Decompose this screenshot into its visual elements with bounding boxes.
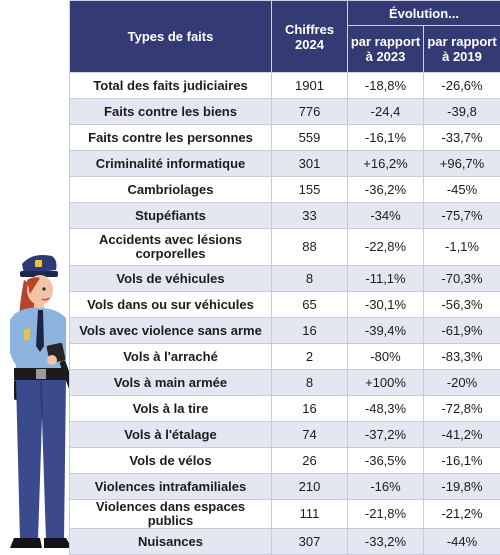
row-chiffres: 88 (272, 229, 348, 266)
row-chiffres: 210 (272, 474, 348, 500)
row-vs-2023: -37,2% (348, 422, 424, 448)
row-vs-2019: -33,7% (424, 125, 500, 151)
row-label: Vols à l'arraché (70, 344, 272, 370)
row-vs-2023: +100% (348, 370, 424, 396)
row-vs-2023: -21,8% (348, 500, 424, 529)
row-vs-2019: -56,3% (424, 292, 500, 318)
row-chiffres: 155 (272, 177, 348, 203)
row-vs-2019: -75,7% (424, 203, 500, 229)
row-vs-2019: -16,1% (424, 448, 500, 474)
row-vs-2023: -11,1% (348, 266, 424, 292)
row-vs-2023: -39,4% (348, 318, 424, 344)
row-vs-2023: -36,5% (348, 448, 424, 474)
row-label: Vols à main armée (70, 370, 272, 396)
row-vs-2019: -21,2% (424, 500, 500, 529)
row-chiffres: 776 (272, 99, 348, 125)
row-label: Criminalité informatique (70, 151, 272, 177)
row-label: Total des faits judiciaires (70, 73, 272, 99)
row-chiffres: 559 (272, 125, 348, 151)
row-chiffres: 301 (272, 151, 348, 177)
row-vs-2019: -1,1% (424, 229, 500, 266)
row-chiffres: 16 (272, 318, 348, 344)
row-label: Stupéfiants (70, 203, 272, 229)
row-label: Vols dans ou sur véhicules (70, 292, 272, 318)
header-vs-2023: par rapport à 2023 (348, 26, 424, 73)
row-vs-2019: -70,3% (424, 266, 500, 292)
row-vs-2023: -24,4 (348, 99, 424, 125)
row-chiffres: 1901 (272, 73, 348, 99)
row-label: Vols de vélos (70, 448, 272, 474)
row-vs-2023: -16,1% (348, 125, 424, 151)
crime-statistics-table: Types de faits Chiffres 2024 Évolution..… (69, 0, 500, 555)
header-vs-2019: par rapport à 2019 (424, 26, 500, 73)
row-chiffres: 8 (272, 370, 348, 396)
row-chiffres: 111 (272, 500, 348, 529)
row-chiffres: 65 (272, 292, 348, 318)
row-label: Vols à l'étalage (70, 422, 272, 448)
header-evolution: Évolution... (348, 1, 500, 26)
row-vs-2023: -36,2% (348, 177, 424, 203)
row-label: Faits contre les biens (70, 99, 272, 125)
row-label: Accidents avec lésions corporelles (70, 229, 272, 266)
row-vs-2019: -61,9% (424, 318, 500, 344)
row-vs-2023: -18,8% (348, 73, 424, 99)
row-vs-2023: -22,8% (348, 229, 424, 266)
row-chiffres: 8 (272, 266, 348, 292)
row-label: Vols avec violence sans arme (70, 318, 272, 344)
row-vs-2019: -45% (424, 177, 500, 203)
row-chiffres: 26 (272, 448, 348, 474)
row-label: Violences dans espaces publics (70, 500, 272, 529)
row-label: Cambriolages (70, 177, 272, 203)
row-vs-2023: +16,2% (348, 151, 424, 177)
row-vs-2019: +96,7% (424, 151, 500, 177)
row-vs-2023: -48,3% (348, 396, 424, 422)
row-vs-2019: -72,8% (424, 396, 500, 422)
row-vs-2019: -41,2% (424, 422, 500, 448)
header-chiffres: Chiffres 2024 (272, 1, 348, 73)
row-chiffres: 16 (272, 396, 348, 422)
row-vs-2023: -80% (348, 344, 424, 370)
row-vs-2019: -20% (424, 370, 500, 396)
row-label: Vols à la tire (70, 396, 272, 422)
header-types: Types de faits (70, 1, 272, 73)
row-vs-2023: -30,1% (348, 292, 424, 318)
row-vs-2023: -34% (348, 203, 424, 229)
row-chiffres: 33 (272, 203, 348, 229)
row-label: Violences intrafamiliales (70, 474, 272, 500)
row-vs-2019: -83,3% (424, 344, 500, 370)
row-label: Faits contre les personnes (70, 125, 272, 151)
row-vs-2019: -26,6% (424, 73, 500, 99)
row-label: Vols de véhicules (70, 266, 272, 292)
row-vs-2023: -16% (348, 474, 424, 500)
row-chiffres: 74 (272, 422, 348, 448)
row-vs-2019: -39,8 (424, 99, 500, 125)
row-chiffres: 2 (272, 344, 348, 370)
row-vs-2019: -19,8% (424, 474, 500, 500)
